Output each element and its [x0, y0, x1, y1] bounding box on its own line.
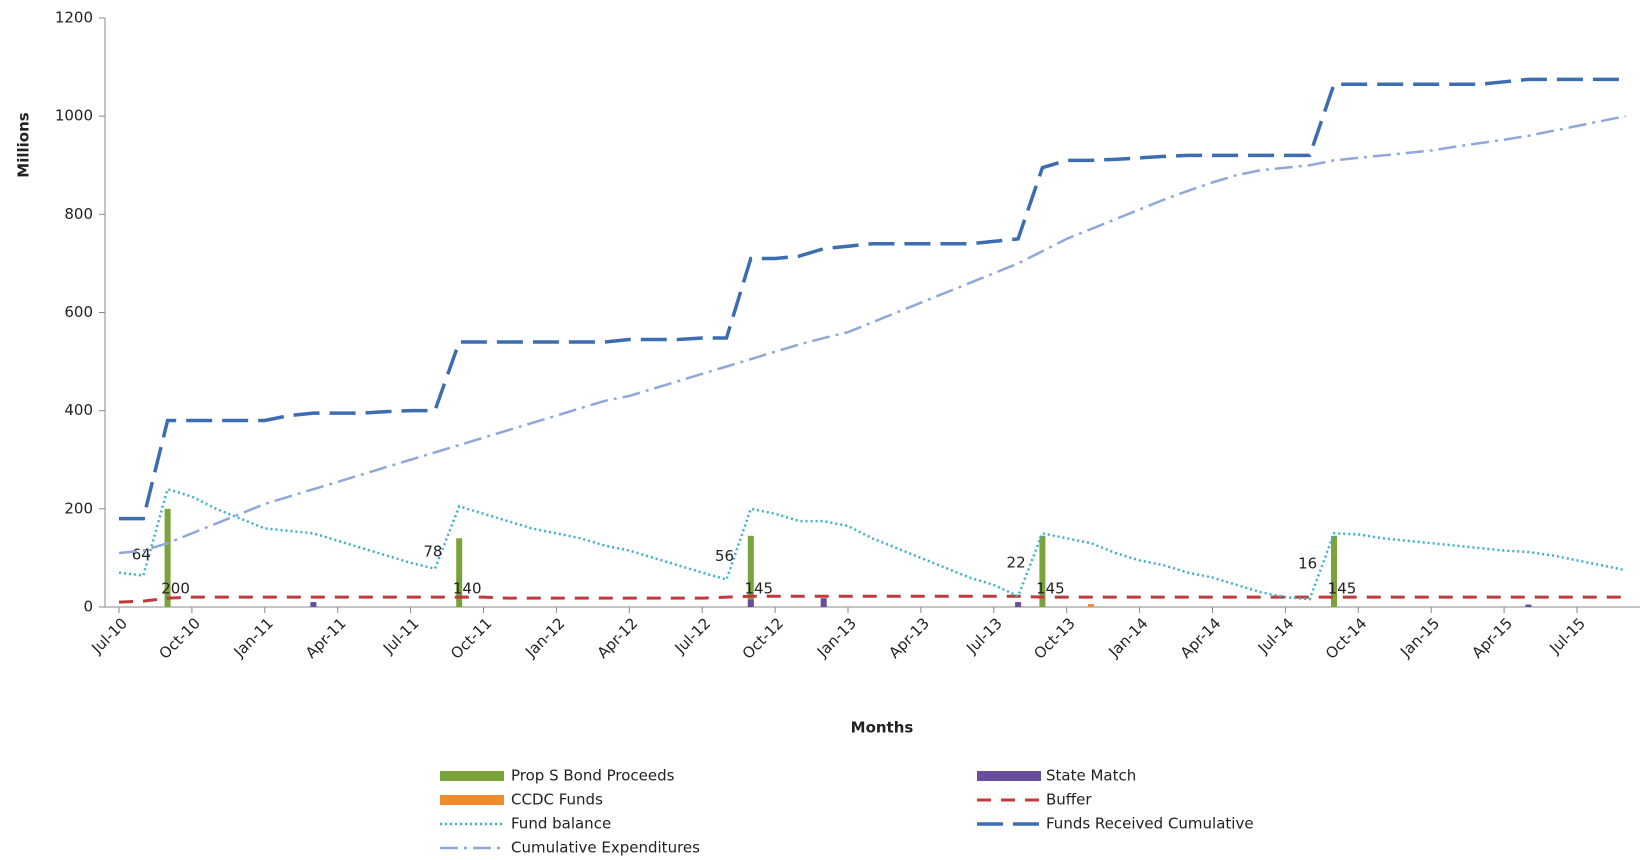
- legend-swatch: [440, 795, 504, 805]
- data-label: 140: [453, 580, 482, 598]
- y-tick-label: 0: [83, 598, 93, 616]
- data-label: 145: [744, 580, 773, 598]
- x-tick-label: Apr-11: [302, 614, 350, 662]
- y-tick-label: 200: [64, 499, 93, 517]
- bar: [456, 538, 463, 607]
- data-label: 200: [161, 580, 190, 598]
- legend-label: Prop S Bond Proceeds: [511, 767, 675, 785]
- x-tick-label: Jul-11: [379, 614, 423, 658]
- legend-label: CCDC Funds: [511, 791, 603, 809]
- bar: [1039, 535, 1046, 607]
- bar: [310, 602, 317, 607]
- line: [118, 487, 1626, 601]
- y-tick-label: 600: [64, 303, 93, 321]
- x-axis-title: Months: [851, 719, 914, 737]
- x-tick-label: Apr-13: [885, 614, 933, 662]
- bar: [820, 598, 827, 607]
- x-tick-label: Jan-13: [813, 614, 860, 661]
- legend-swatch: [440, 771, 504, 781]
- x-tick-label: Jan-11: [230, 614, 277, 661]
- bar: [747, 599, 754, 607]
- bar: [747, 535, 754, 607]
- x-tick-label: Jul-12: [671, 614, 715, 658]
- legend-label: State Match: [1046, 767, 1136, 785]
- data-label: 78: [423, 543, 442, 561]
- x-tick-label: Jan-14: [1104, 614, 1151, 661]
- bar: [1525, 604, 1532, 607]
- line: [118, 114, 1626, 555]
- x-tick-label: Apr-12: [594, 614, 642, 662]
- bar: [1331, 535, 1337, 607]
- x-tick-label: Oct-14: [1322, 614, 1370, 662]
- legend-label: Fund balance: [511, 815, 611, 833]
- x-tick-label: Jul-13: [962, 614, 1006, 658]
- bar: [1088, 604, 1094, 607]
- x-tick-label: Jul-10: [87, 614, 131, 658]
- x-tick-label: Apr-14: [1177, 614, 1225, 662]
- x-tick-label: Jan-15: [1396, 614, 1443, 661]
- y-tick-label: 1200: [55, 9, 93, 27]
- x-tick-label: Oct-10: [156, 614, 204, 662]
- x-tick-label: Apr-15: [1468, 614, 1516, 662]
- x-tick-label: Oct-13: [1030, 614, 1078, 662]
- y-axis-title: Millions: [15, 112, 33, 177]
- bar: [164, 508, 171, 607]
- legend-label: Cumulative Expenditures: [511, 839, 700, 857]
- y-tick-label: 400: [64, 401, 93, 419]
- data-label: 145: [1328, 580, 1357, 598]
- line: [119, 77, 1626, 521]
- data-label: 145: [1036, 580, 1065, 598]
- legend-label: Buffer: [1046, 791, 1092, 809]
- data-label: 16: [1298, 554, 1317, 572]
- line: [118, 594, 1626, 604]
- legend-swatch: [977, 771, 1041, 781]
- data-label: 64: [132, 545, 151, 563]
- x-tick-label: Oct-12: [739, 614, 787, 662]
- bar: [1015, 602, 1022, 607]
- legend-label: Funds Received Cumulative: [1046, 815, 1254, 833]
- y-tick-label: 1000: [55, 107, 93, 125]
- data-label: 22: [1007, 553, 1026, 571]
- x-tick-label: Jan-12: [521, 614, 568, 661]
- x-tick-label: Jul-14: [1254, 614, 1298, 658]
- x-tick-label: Oct-11: [447, 614, 495, 662]
- x-tick-label: Jul-15: [1545, 614, 1589, 658]
- data-label: 56: [715, 547, 734, 565]
- y-tick-label: 800: [64, 205, 93, 223]
